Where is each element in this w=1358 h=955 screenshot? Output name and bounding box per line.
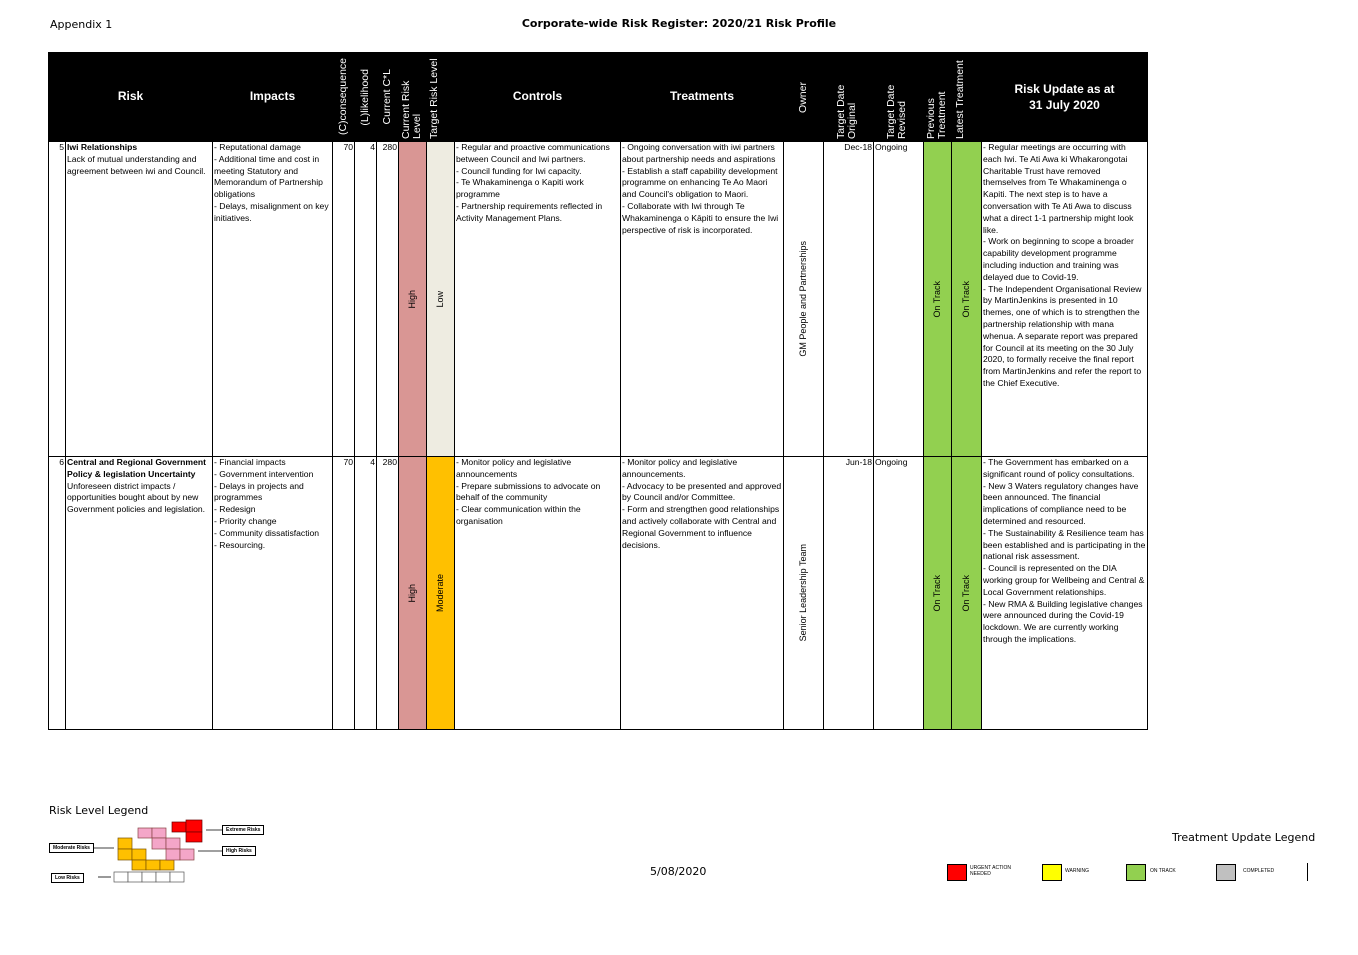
col-previous-treatment: Previous Treatment (923, 52, 952, 142)
swatch-warning (1042, 864, 1062, 881)
risk-number: 5 (48, 141, 66, 457)
treatment-legend: URGENT ACTION NEEDED WARNING ON TRACK CO… (947, 863, 1308, 881)
impacts-cell: - Reputational damage - Additional time … (212, 141, 333, 457)
risk-title: Iwi Relationships (67, 142, 138, 153)
col-likelihood: (L)likelihood (354, 52, 377, 142)
treatments-cell: - Monitor policy and legislative announc… (620, 456, 784, 730)
swatch-completed (1216, 864, 1236, 881)
extreme-risk-blocks (171, 819, 203, 843)
col-impacts: Impacts (212, 52, 333, 142)
treatment-legend-title: Treatment Update Legend (1172, 831, 1316, 844)
risk-description: Unforeseen district impacts / opportunit… (67, 480, 206, 515)
owner-cell: GM People and Partnerships (783, 141, 824, 457)
table-row: 6 Central and Regional Government Policy… (48, 456, 1148, 730)
moderate-risk-blocks (117, 837, 175, 871)
legend-completed-label: COMPLETED (1243, 868, 1275, 874)
target-risk-level-cell: Moderate (426, 456, 455, 730)
legend-on-track-label: ON TRACK (1150, 868, 1176, 874)
likelihood-cell: 4 (354, 456, 377, 730)
page-title: Corporate-wide Risk Register: 2020/21 Ri… (521, 17, 837, 30)
risk-level-legend-graphic (94, 819, 223, 883)
risk-description: Lack of mutual understanding and agreeme… (67, 153, 206, 176)
swatch-on-track (1126, 864, 1146, 881)
likelihood-cell: 4 (354, 141, 377, 457)
current-risk-level-cell: High (398, 456, 427, 730)
risk-number: 6 (48, 456, 66, 730)
target-date-revised-cell: Ongoing (873, 141, 924, 457)
risk-title: Central and Regional Government Policy &… (67, 457, 206, 479)
risk-cell: Central and Regional Government Policy &… (65, 456, 213, 730)
latest-treatment-cell: On Track (951, 141, 982, 457)
risk-register-table: Risk Impacts (C)consequence (L)likelihoo… (48, 52, 1148, 730)
col-current-risk-level: Current Risk Level (398, 52, 427, 142)
treatments-cell: - Ongoing conversation with iwi partners… (620, 141, 784, 457)
appendix-label: Appendix 1 (50, 18, 113, 31)
current-cl-cell: 280 (376, 141, 399, 457)
risk-legend-title: Risk Level Legend (49, 804, 149, 817)
consequence-cell: 70 (332, 456, 355, 730)
legend-extreme-risks: Extreme Risks (222, 825, 265, 835)
legend-high-risks: High Risks (222, 846, 256, 856)
col-treatments: Treatments (620, 52, 784, 142)
target-date-original-cell: Jun-18 (823, 456, 874, 730)
col-risk-update: Risk Update as at 31 July 2020 (981, 52, 1148, 142)
col-current-cl: Current C*L (376, 52, 399, 142)
table-row: 5 Iwi Relationships Lack of mutual unders… (48, 141, 1148, 457)
controls-cell: - Regular and proactive communications b… (454, 141, 621, 457)
swatch-urgent (947, 864, 967, 881)
col-risk: Risk (48, 52, 213, 142)
high-risk-blocks (137, 827, 195, 861)
current-cl-cell: 280 (376, 456, 399, 730)
risk-update-cell: - Regular meetings are occurring with ea… (981, 141, 1148, 457)
report-date: 5/08/2020 (650, 865, 707, 878)
col-latest-treatment: Latest Treatment (951, 52, 982, 142)
risk-update-cell: - The Government has embarked on a signi… (981, 456, 1148, 730)
table-header-row: Risk Impacts (C)consequence (L)likelihoo… (48, 52, 1148, 142)
owner-cell: Senior Leadership Team (783, 456, 824, 730)
col-owner: Owner (783, 52, 824, 142)
consequence-cell: 70 (332, 141, 355, 457)
legend-moderate-risks: Moderate Risks (49, 843, 94, 853)
low-risk-blocks (113, 871, 185, 883)
col-controls: Controls (454, 52, 621, 142)
col-target-date-original: Target Date Original (823, 52, 874, 142)
target-date-original-cell: Dec-18 (823, 141, 874, 457)
legend-urgent-label: URGENT ACTION NEEDED (970, 865, 1012, 877)
target-date-revised-cell: Ongoing (873, 456, 924, 730)
legend-low-risks: Low Risks (51, 873, 84, 883)
previous-treatment-cell: On Track (923, 141, 952, 457)
previous-treatment-cell: On Track (923, 456, 952, 730)
impacts-cell: - Financial impacts - Government interve… (212, 456, 333, 730)
latest-treatment-cell: On Track (951, 456, 982, 730)
col-consequence: (C)consequence (332, 52, 355, 142)
controls-cell: - Monitor policy and legislative announc… (454, 456, 621, 730)
col-target-date-revised: Target Date Revised (873, 52, 924, 142)
risk-cell: Iwi Relationships Lack of mutual understa… (65, 141, 213, 457)
legend-warning-label: WARNING (1065, 868, 1089, 874)
target-risk-level-cell: Low (426, 141, 455, 457)
current-risk-level-cell: High (398, 141, 427, 457)
col-target-risk-level: Target Risk Level (426, 52, 455, 142)
